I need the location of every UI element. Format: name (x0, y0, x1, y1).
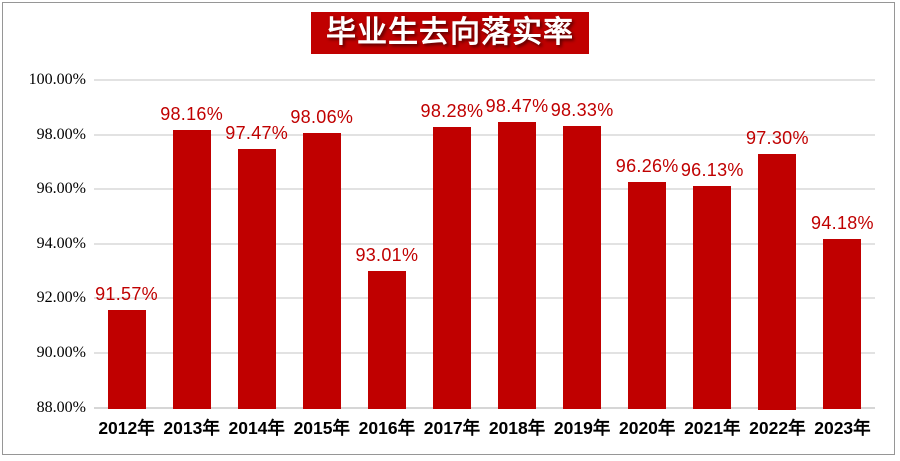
x-axis-category-label: 2020年 (618, 418, 676, 438)
bar-value-label: 98.33% (550, 99, 614, 120)
bar (107, 310, 146, 410)
bar-value-label: 98.28% (420, 100, 484, 121)
y-axis-tick-label: 88.00% (36, 398, 86, 416)
bar (237, 149, 276, 410)
bar-value-label: 98.47% (485, 95, 549, 116)
bar-value-label: 96.26% (615, 156, 679, 177)
bar (432, 126, 471, 410)
bar-value-label: 93.01% (355, 244, 419, 265)
bar-value-label: 98.16% (160, 104, 224, 125)
x-axis-category-label: 2013年 (163, 418, 220, 438)
y-axis-tick-label: 98.00% (36, 125, 86, 143)
gridline (94, 133, 875, 136)
bar-value-label: 91.57% (95, 284, 158, 305)
bar (758, 153, 797, 410)
bar (563, 125, 602, 410)
chart-title: 毕业生去向落实率 (311, 12, 589, 54)
bar-value-label: 97.30% (745, 127, 809, 148)
bar (302, 132, 341, 410)
bar (693, 185, 732, 410)
bar-value-label: 96.13% (680, 159, 744, 180)
x-axis-category-label: 2021年 (684, 418, 741, 438)
x-axis-category-label: 2016年 (358, 418, 416, 438)
gridline (94, 188, 875, 191)
bar (498, 121, 537, 410)
bar-value-label: 94.18% (811, 212, 874, 233)
x-axis-category-label: 2015年 (293, 418, 350, 438)
x-axis-category-label: 2022年 (749, 418, 806, 438)
x-axis-category-label: 2012年 (98, 418, 155, 438)
x-axis-line (94, 406, 875, 409)
bar (823, 238, 862, 410)
x-axis-category-label: 2014年 (228, 418, 285, 438)
gridline (94, 242, 875, 245)
bar-value-label: 97.47% (225, 123, 289, 144)
bar (628, 182, 667, 410)
gridline (94, 297, 875, 300)
y-axis-tick-label: 90.00% (36, 343, 86, 361)
x-axis-category-label: 2017年 (423, 418, 481, 438)
bar (172, 130, 211, 410)
bar (367, 270, 406, 410)
bar-value-label: 98.06% (290, 106, 354, 127)
x-axis-category-label: 2018年 (488, 418, 546, 438)
y-axis-tick-label: 92.00% (36, 289, 86, 307)
gridline (94, 351, 875, 354)
x-axis-category-label: 2023年 (814, 418, 871, 438)
y-axis-tick-label: 94.00% (36, 234, 86, 252)
y-axis-tick-label: 100.00% (28, 71, 86, 88)
y-axis-tick-label: 96.00% (36, 180, 86, 198)
x-axis-category-label: 2019年 (553, 418, 611, 438)
gridline (94, 79, 875, 81)
